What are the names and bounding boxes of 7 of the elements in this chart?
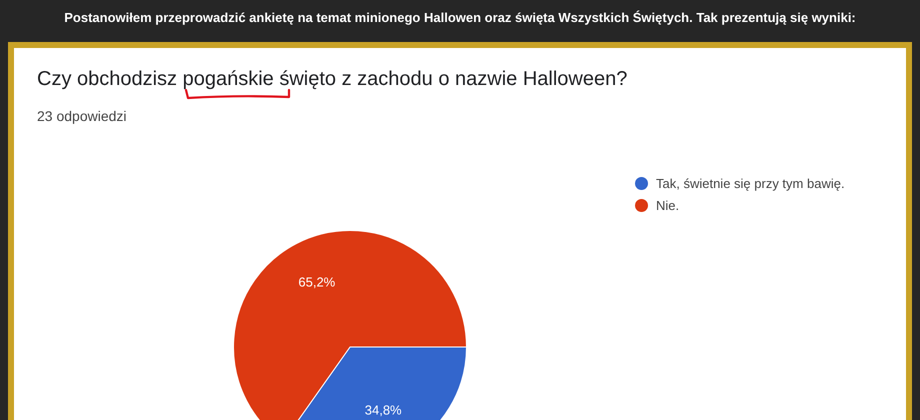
data-label: 34,8% (364, 402, 402, 418)
chart-title: Czy obchodzisz pogańskie święto z zachodu o nazwie Halloween? (37, 68, 628, 91)
data-label: 65,2% (298, 274, 336, 290)
text: Postanowiłem przeprowadzić ankietę na temat minionego Hallowen oraz święta Wszystkich Świętych. Tak prezentują się wyniki: (63, 10, 857, 25)
text: 23 odpowiedzi (37, 108, 127, 124)
legend-label: Nie. (656, 198, 680, 212)
legend-label: Tak, świetnie się przy tym bawię. (656, 176, 845, 190)
